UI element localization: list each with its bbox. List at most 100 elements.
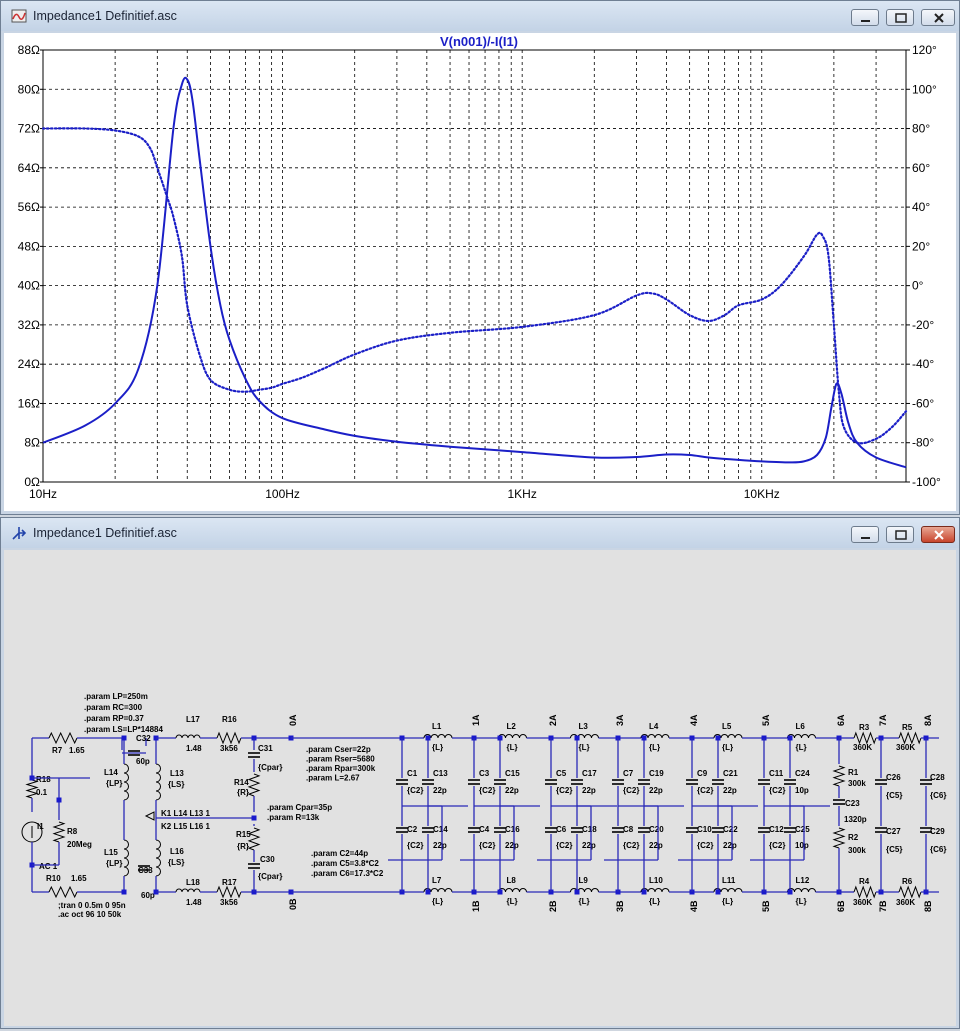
part-label: C9 [697, 769, 708, 778]
net-label[interactable]: 2B [548, 900, 558, 912]
net-label[interactable]: 4A [689, 714, 699, 726]
y-left-tick-label: 8Ω [24, 436, 40, 450]
resistor-symbol[interactable] [898, 885, 922, 899]
net-label[interactable]: 3B [615, 900, 625, 912]
schematic-canvas[interactable]: .param LP=250m .param RC=300 .param RP=0.3… [4, 550, 956, 1026]
inductor-symbol[interactable] [123, 839, 129, 877]
part-label: {L} [722, 897, 733, 906]
part-label: 1.48 [186, 744, 202, 753]
part-label: C12 [769, 825, 784, 834]
resistor-symbol[interactable] [25, 779, 39, 799]
resistor-symbol[interactable] [898, 731, 922, 745]
part-label: L16 [170, 847, 184, 856]
resistor-symbol[interactable] [247, 773, 261, 797]
inductor-symbol[interactable] [713, 888, 743, 893]
impedance-plot[interactable]: V(n001)/-I(I1) 88Ω 80Ω 72Ω 64Ω 56Ω 48Ω 40Ω 32Ω 2… [4, 33, 956, 511]
part-label: {L} [432, 743, 443, 752]
net-label[interactable]: 8B [923, 900, 933, 912]
inductor-symbol[interactable] [640, 888, 670, 893]
close-button[interactable] [921, 526, 955, 543]
part-label: .param C5=3.8*C2 [311, 859, 379, 868]
inductor-symbol[interactable] [787, 888, 816, 893]
resistor-symbol[interactable] [832, 827, 846, 849]
resistor-symbol[interactable] [48, 885, 78, 899]
net-label[interactable]: 2A [548, 714, 558, 726]
net-label[interactable]: 6B [836, 900, 846, 912]
net-label[interactable]: 3A [615, 714, 625, 726]
part-label: {Cpar} [258, 763, 282, 772]
net-label[interactable]: 8A [923, 714, 933, 726]
inductor-symbol[interactable] [155, 839, 161, 877]
net-label[interactable]: 0A [288, 714, 298, 726]
part-label: C10 [697, 825, 712, 834]
minimize-button[interactable] [851, 526, 879, 543]
inductor-symbol[interactable] [570, 734, 599, 739]
inductor-symbol[interactable] [175, 888, 201, 893]
part-label: 1.65 [71, 874, 87, 883]
restore-button[interactable] [886, 526, 914, 543]
part-label: {LS} [168, 858, 184, 867]
part-label: .param RP=0.37 [84, 714, 144, 723]
part-label: C26 [886, 773, 901, 782]
junction [574, 735, 580, 741]
net-label[interactable]: 0B [288, 898, 298, 910]
part-label: C21 [723, 769, 738, 778]
part-label: 22p [582, 841, 596, 850]
net-label[interactable]: 6A [836, 714, 846, 726]
part-label: 360K [896, 743, 915, 752]
net-label[interactable]: 1A [471, 714, 481, 726]
part-label: 360K [853, 898, 872, 907]
part-label: 60p [136, 757, 150, 766]
net-label[interactable]: 7B [878, 900, 888, 912]
part-label: {R} [237, 842, 249, 851]
minimize-button[interactable] [851, 9, 879, 26]
resistor-symbol[interactable] [832, 765, 846, 787]
plot-titlebar[interactable]: Impedance1 Definitief.asc [1, 1, 959, 31]
part-label: {LP} [106, 779, 122, 788]
plot-area[interactable]: V(n001)/-I(I1) 88Ω 80Ω 72Ω 64Ω 56Ω 48Ω 40Ω 32Ω 2… [4, 33, 956, 511]
resistor-symbol[interactable] [52, 821, 66, 843]
resistor-symbol[interactable] [216, 731, 242, 745]
inductor-symbol[interactable] [640, 734, 670, 739]
net-label[interactable]: 7A [878, 714, 888, 726]
net-label[interactable]: 5B [761, 900, 771, 912]
resistor-symbol[interactable] [853, 731, 877, 745]
inductor-symbol[interactable] [423, 888, 453, 893]
inductor-symbol[interactable] [498, 734, 527, 739]
resistor-symbol[interactable] [48, 731, 78, 745]
inductor-symbol[interactable] [423, 734, 453, 739]
part-label: C32 [136, 734, 151, 743]
inductor-symbol[interactable] [498, 888, 527, 893]
junction [251, 815, 257, 821]
net-label[interactable]: 4B [689, 900, 699, 912]
x-axis: 10Hz 100Hz 1KHz 10KHz [29, 487, 780, 501]
part-label: .param LS=LP*14884 [84, 725, 163, 734]
inductor-symbol[interactable] [713, 734, 743, 739]
minimize-icon [861, 20, 870, 22]
part-label: R18 [36, 775, 51, 784]
net-label[interactable]: 5A [761, 714, 771, 726]
schematic-drawing[interactable]: .param LP=250m .param RC=300 .param RP=0.3… [4, 550, 956, 1026]
trace-label[interactable]: V(n001)/-I(I1) [440, 34, 518, 49]
resistor-symbol[interactable] [853, 885, 877, 899]
inductor-symbol[interactable] [175, 734, 201, 739]
part-label: 22p [649, 786, 663, 795]
restore-button[interactable] [886, 9, 914, 26]
close-button[interactable] [921, 9, 955, 26]
resistor-symbol[interactable] [216, 885, 242, 899]
part-label: 300k [848, 779, 866, 788]
inductor-symbol[interactable] [570, 888, 599, 893]
resistor-symbol[interactable] [247, 827, 261, 851]
part-label: 3k56 [220, 744, 238, 753]
net-label[interactable]: 1B [471, 900, 481, 912]
part-label: C33 [138, 866, 153, 875]
y-axis-right: 120° 100° 80° 60° 40° 20° 0° -20° -40° -60° -80° -1… [906, 43, 941, 489]
part-label: L11 [722, 876, 736, 885]
part-label: {C2} [623, 841, 639, 850]
inductor-symbol[interactable] [787, 734, 816, 739]
part-label: K1 L14 L13 1 [161, 809, 210, 818]
schematic-titlebar[interactable]: Impedance1 Definitief.asc [1, 518, 959, 548]
inductor-symbol[interactable] [123, 763, 129, 801]
part-label: {C2} [769, 786, 785, 795]
inductor-symbol[interactable] [155, 763, 161, 801]
